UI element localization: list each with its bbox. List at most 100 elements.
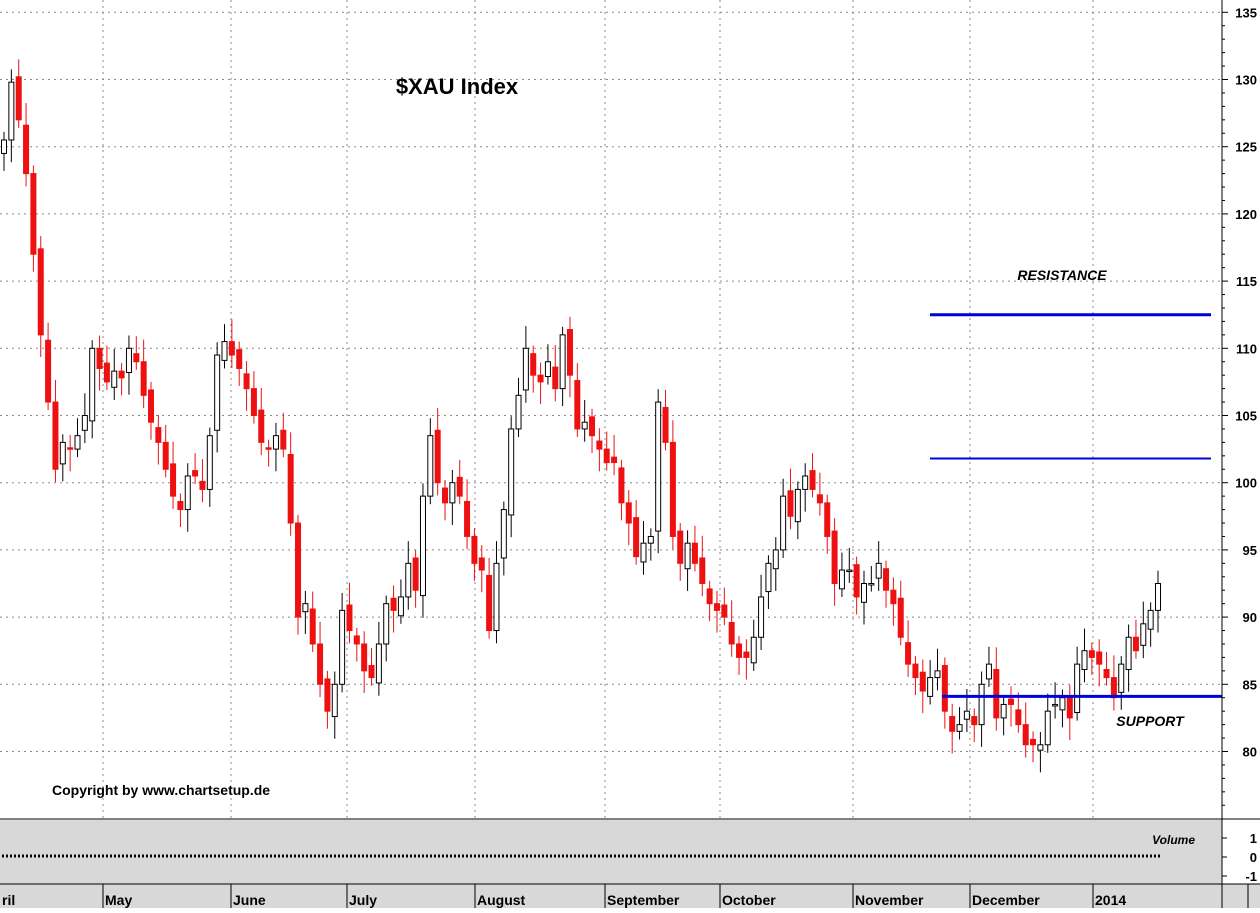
candle-up — [780, 495, 787, 551]
candle-down — [625, 502, 632, 524]
volume-tick-label: -1 — [1245, 869, 1257, 884]
candle-down — [574, 380, 581, 430]
candle-up — [515, 394, 522, 430]
candle-down — [691, 542, 698, 564]
candle-down — [530, 353, 537, 376]
candle-down — [280, 429, 287, 450]
candle-down — [434, 429, 441, 484]
candle-down — [258, 409, 265, 443]
resistance-label: RESISTANCE — [1017, 267, 1107, 283]
y-tick-label: 100 — [1235, 476, 1257, 491]
y-tick-label: 95 — [1243, 543, 1257, 558]
candle-down — [941, 664, 948, 712]
candle-down — [390, 597, 397, 611]
support-label: SUPPORT — [1116, 713, 1185, 729]
candle-down — [824, 502, 831, 537]
candle-up — [1140, 623, 1147, 646]
x-tick-label: ril — [2, 892, 15, 908]
candle-down — [589, 416, 596, 437]
candle-down — [736, 643, 743, 658]
candle-down — [295, 522, 302, 618]
candle-up — [934, 670, 941, 679]
candle-down — [1088, 650, 1095, 658]
candle-down — [140, 361, 147, 396]
candle-down — [1030, 738, 1037, 746]
candle-up — [750, 636, 757, 664]
candle-up — [640, 542, 647, 563]
candle-down — [809, 470, 816, 490]
candle-down — [118, 370, 125, 379]
y-tick-label: 130 — [1235, 73, 1257, 88]
candle-down — [170, 463, 177, 497]
candle-down — [596, 440, 603, 450]
candle-down — [442, 487, 449, 504]
x-tick-label: May — [105, 892, 132, 908]
candle-down — [317, 643, 324, 685]
candle-down — [1132, 636, 1139, 652]
candle-up — [875, 562, 882, 579]
candle-up — [802, 475, 809, 490]
x-tick-label: December — [972, 892, 1040, 908]
candle-down — [1007, 698, 1014, 705]
candle-down — [787, 490, 794, 517]
x-tick-label: August — [477, 892, 526, 908]
candle-down — [971, 716, 978, 726]
candle-down — [677, 530, 684, 564]
candle-down — [37, 248, 44, 336]
x-tick-label: June — [233, 892, 266, 908]
candle-down — [15, 76, 22, 121]
candle-up — [684, 542, 691, 570]
candle-down — [324, 678, 331, 712]
candle-up — [331, 683, 338, 718]
candle-up — [221, 341, 228, 361]
y-tick-label: 110 — [1236, 341, 1257, 356]
candle-down — [1110, 677, 1117, 699]
candle-up — [1059, 697, 1066, 711]
candle-down — [993, 669, 1000, 719]
candle-down — [133, 353, 140, 363]
candle-down — [265, 447, 272, 450]
candle-down — [816, 494, 823, 504]
candle-up — [846, 569, 853, 573]
candle-down — [831, 530, 838, 584]
candle-up — [985, 663, 992, 680]
candle-down — [699, 557, 706, 584]
candle-down — [713, 603, 720, 611]
candle-up — [74, 435, 81, 450]
candle-up — [978, 683, 985, 726]
candle-down — [361, 643, 368, 672]
candle-down — [162, 441, 169, 470]
candle-down — [199, 480, 206, 490]
candle-down — [883, 568, 890, 591]
volume-panel — [0, 820, 1260, 908]
candle-down — [897, 597, 904, 638]
volume-tick-label: 0 — [1250, 850, 1257, 865]
candle-down — [45, 339, 52, 403]
x-axis-band — [0, 884, 1260, 908]
candle-down — [1015, 709, 1022, 726]
candle-up — [1125, 636, 1132, 671]
candle-up — [1000, 703, 1007, 719]
candle-down — [192, 470, 199, 477]
x-tick-label: October — [722, 892, 776, 908]
candle-up — [427, 435, 434, 497]
candle-down — [103, 362, 110, 383]
candle-down — [1103, 669, 1110, 679]
candle-up — [89, 347, 96, 422]
candle-up — [449, 482, 456, 504]
candle-up — [59, 441, 66, 465]
candle-down — [23, 124, 30, 175]
candle-down — [155, 427, 162, 443]
candle-down — [52, 401, 59, 470]
candle-up — [1044, 710, 1051, 746]
candle-up — [860, 583, 867, 603]
x-tick-label: November — [855, 892, 924, 908]
candle-up — [508, 428, 515, 516]
candle-down — [949, 716, 956, 732]
volume-panel-background — [0, 820, 1222, 884]
candle-up — [927, 677, 934, 697]
candle-down — [412, 557, 419, 591]
candle-up — [302, 603, 309, 613]
labels-layer: $XAU Index Copyright by www.chartsetup.d… — [52, 74, 1195, 847]
